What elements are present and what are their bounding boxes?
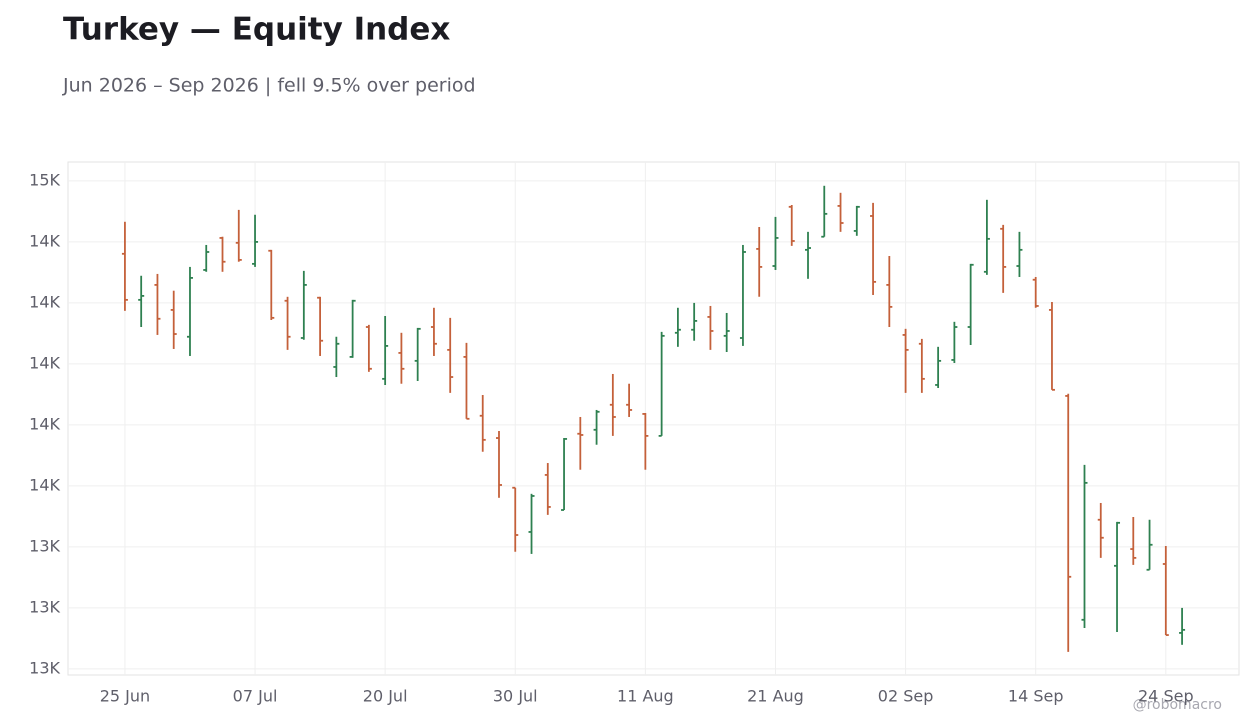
y-tick-label: 14K: [29, 231, 60, 250]
x-tick-label: 20 Jul: [363, 687, 408, 706]
y-tick-label: 14K: [29, 353, 60, 372]
x-tick-label: 30 Jul: [493, 687, 538, 706]
x-tick-label: 25 Jun: [100, 687, 150, 706]
watermark: @robomacro: [1133, 697, 1222, 713]
y-tick-label: 15K: [29, 170, 60, 189]
plot-frame: [67, 161, 1240, 676]
y-tick-label: 14K: [29, 414, 60, 433]
x-tick-label: 24 Sep: [1138, 687, 1194, 706]
x-tick-label: 21 Aug: [747, 687, 804, 706]
chart-title: Turkey — Equity Index: [63, 12, 450, 48]
x-tick-label: 11 Aug: [617, 687, 674, 706]
x-tick-label: 02 Sep: [878, 687, 934, 706]
y-tick-label: 13K: [29, 658, 60, 677]
x-tick-label: 07 Jul: [233, 687, 278, 706]
y-tick-label: 13K: [29, 536, 60, 555]
y-tick-label: 14K: [29, 292, 60, 311]
x-tick-label: 14 Sep: [1008, 687, 1064, 706]
y-tick-label: 13K: [29, 597, 60, 616]
y-tick-label: 14K: [29, 475, 60, 494]
chart-subtitle: Jun 2026 – Sep 2026 | fell 9.5% over per…: [62, 75, 476, 97]
